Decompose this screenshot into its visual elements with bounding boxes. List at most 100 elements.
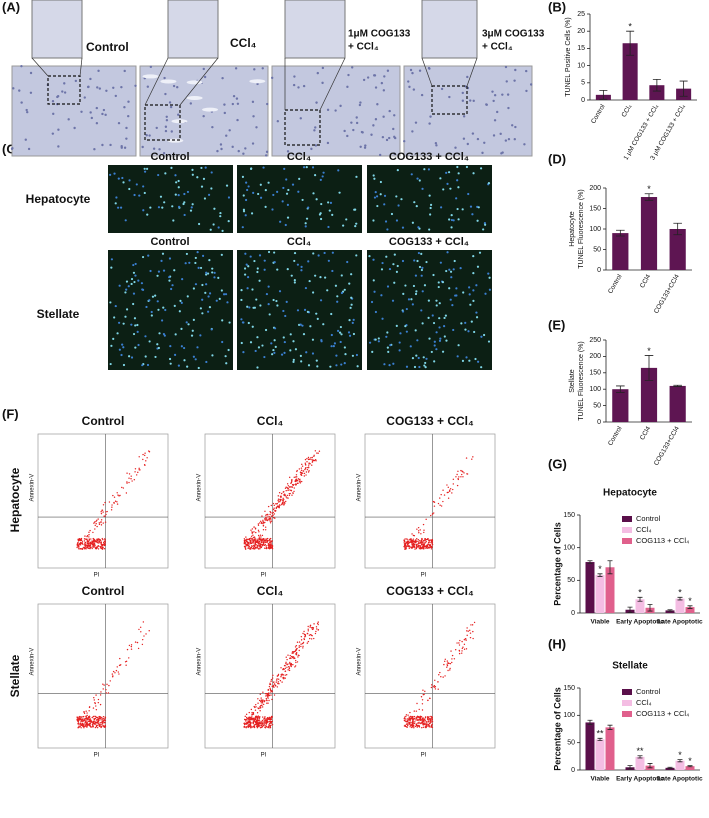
zoom-box: [431, 85, 468, 115]
event: [420, 716, 423, 718]
event: [288, 666, 290, 668]
event: [456, 484, 459, 487]
event: [82, 716, 84, 718]
event: [283, 678, 285, 680]
event: [102, 683, 104, 685]
event: [94, 722, 96, 724]
cell: [220, 289, 223, 292]
event: [442, 489, 444, 491]
cell: [122, 363, 126, 367]
event: [249, 725, 251, 727]
event: [309, 463, 311, 465]
x-tick-label: Late Apoptotic: [657, 619, 703, 626]
event: [460, 469, 462, 472]
event: [257, 539, 259, 541]
cell: [267, 181, 270, 184]
cell: [339, 340, 342, 344]
event: [405, 715, 407, 718]
event: [252, 547, 254, 550]
event: [439, 671, 441, 674]
event: [415, 547, 418, 550]
event: [247, 543, 249, 545]
cell: [241, 175, 245, 178]
event: [428, 544, 430, 546]
event: [269, 689, 272, 691]
event: [313, 454, 315, 457]
event: [269, 726, 272, 729]
event: [465, 648, 468, 650]
cell: [484, 223, 487, 226]
fluorescence-image: [237, 250, 362, 370]
event: [290, 486, 293, 488]
event: [92, 546, 94, 548]
event: [80, 720, 82, 723]
panel-label: (H): [548, 636, 566, 651]
cell: [390, 212, 394, 216]
cell: [284, 223, 287, 227]
cell: [118, 321, 121, 324]
event: [277, 678, 280, 680]
event: [467, 630, 469, 632]
cell: [208, 259, 211, 262]
event: [409, 541, 412, 543]
cell: [256, 267, 259, 270]
cell: [161, 206, 164, 209]
event: [417, 530, 420, 532]
event: [430, 717, 432, 720]
cell: [322, 323, 325, 326]
y-axis-label: TUNEL Fluorescence (%): [578, 341, 585, 421]
cell: [475, 284, 478, 287]
cell: [119, 206, 123, 209]
cell: [264, 189, 267, 192]
cell: [279, 220, 282, 223]
cell: [160, 319, 164, 322]
bar: [649, 85, 665, 100]
cell: [168, 357, 172, 361]
inset: [167, 0, 219, 59]
event: [260, 721, 262, 723]
event: [253, 526, 255, 528]
event: [263, 541, 266, 543]
bar: [612, 233, 629, 270]
nucleus: [364, 144, 367, 147]
event: [261, 723, 264, 725]
cell: [443, 335, 446, 338]
cell: [296, 309, 300, 312]
event: [271, 720, 273, 723]
cell: [425, 260, 428, 264]
event: [259, 710, 261, 712]
cell: [284, 314, 287, 318]
event: [273, 683, 276, 685]
cell: [487, 272, 490, 275]
event: [119, 664, 122, 666]
event: [140, 631, 142, 633]
x-tick-label: CCl₄: [621, 103, 634, 118]
nucleus: [314, 144, 318, 147]
event: [257, 529, 260, 532]
cell: [135, 183, 138, 186]
event: [93, 699, 95, 701]
cell: [355, 254, 358, 257]
event: [246, 723, 249, 725]
event: [95, 724, 98, 727]
cell: [409, 345, 412, 348]
cell: [114, 304, 117, 308]
event: [266, 720, 268, 722]
cell: [272, 348, 275, 352]
event: [269, 683, 271, 686]
event: [135, 474, 138, 476]
cell: [204, 291, 207, 294]
caption: + CCl₄: [482, 42, 513, 53]
significance: *: [647, 184, 651, 194]
nucleus: [321, 81, 324, 85]
y-axis-label: TUNEL Fluorescence (%): [578, 189, 585, 269]
event: [272, 685, 275, 688]
event: [264, 510, 266, 512]
nucleus: [471, 132, 475, 135]
event: [433, 501, 435, 503]
cell: [338, 191, 341, 194]
cell: [452, 268, 455, 271]
event: [110, 509, 113, 511]
error-bar: [626, 30, 635, 56]
event: [83, 546, 85, 549]
